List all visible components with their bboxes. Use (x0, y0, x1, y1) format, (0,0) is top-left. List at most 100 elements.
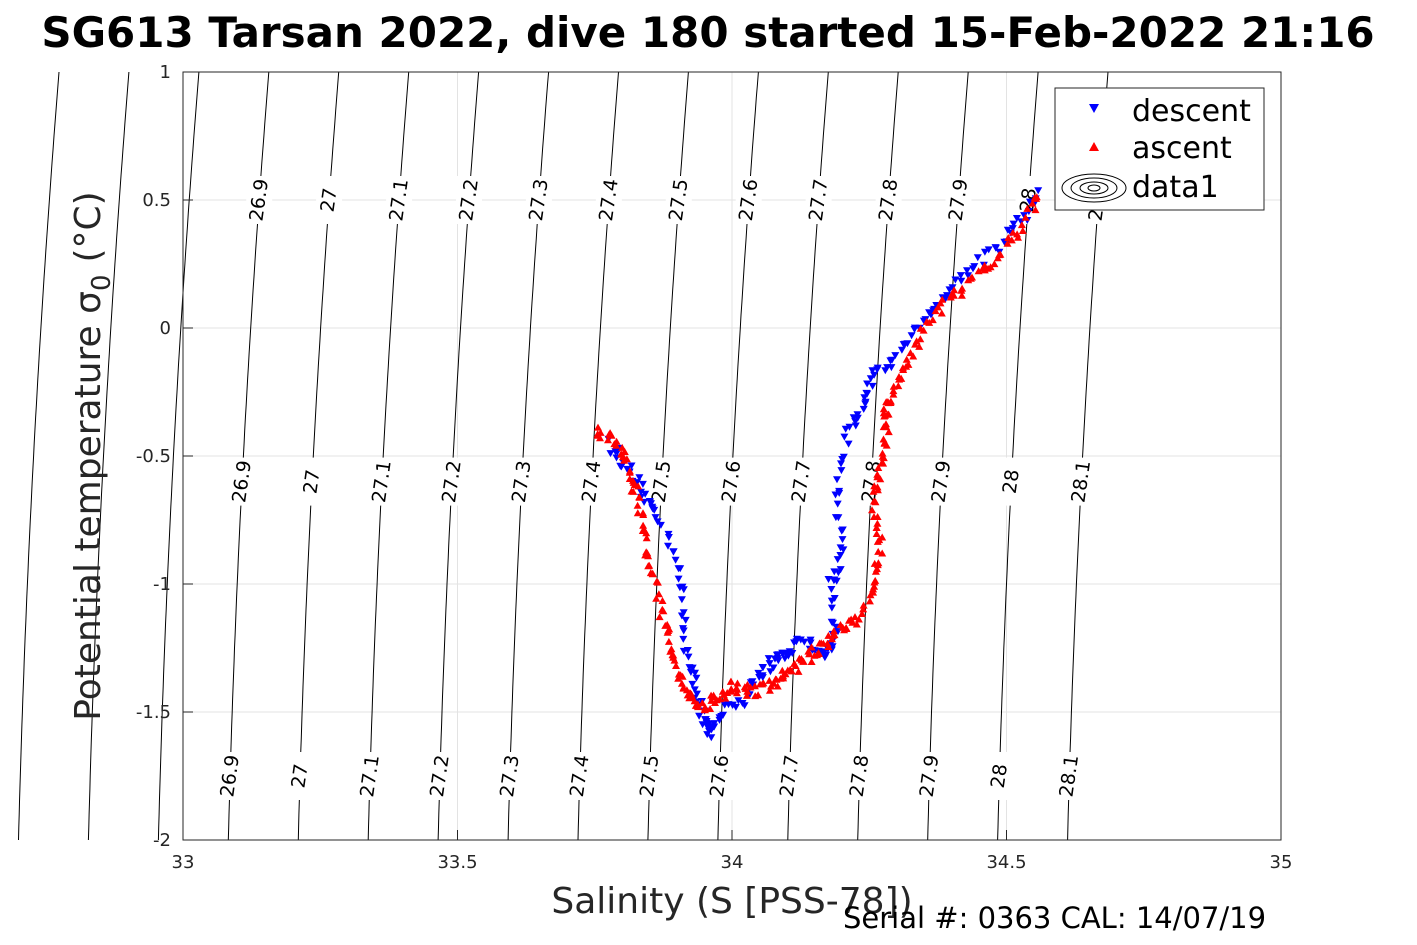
ascent-point (869, 588, 878, 596)
legend: descent ascent data1 (1054, 87, 1265, 211)
ascent-point (817, 639, 826, 647)
ascent-point (870, 482, 879, 490)
descent-point (836, 552, 845, 559)
ascent-point (1017, 221, 1026, 229)
ascent-point (878, 533, 887, 541)
ascent-point (957, 291, 966, 299)
ascent-point (870, 578, 879, 586)
descent-point (734, 697, 743, 705)
ascent-point (874, 464, 883, 471)
descent-point (1008, 225, 1017, 233)
descent-point (827, 618, 836, 626)
isopycnal-label-bg (246, 176, 273, 224)
descent-point (785, 648, 794, 656)
isopycnal-label: 28 (987, 762, 1012, 789)
descent-point (964, 272, 973, 280)
ascent-point (938, 295, 947, 303)
descent-point (836, 544, 845, 552)
isopycnal-label-bg (287, 752, 314, 800)
isopycnal-label-bg (595, 176, 622, 224)
descent-point (991, 244, 1000, 252)
ascent-point (759, 679, 768, 687)
descent-point (943, 292, 951, 300)
descent-point (664, 534, 673, 541)
ascent-point (629, 487, 638, 495)
ascent-point (663, 628, 672, 636)
chart-title: SG613 Tarsan 2022, dive 180 started 15-F… (41, 8, 1374, 57)
descent-point (840, 433, 849, 441)
ascent-point (865, 597, 874, 605)
ascent-point (642, 529, 651, 537)
ascent-series (593, 193, 1041, 714)
descent-point (973, 254, 982, 262)
descent-point (681, 616, 690, 624)
isopycnal-label-bg (217, 752, 244, 800)
ascent-point (858, 610, 866, 617)
isopycnal-label-bg (986, 752, 1013, 800)
isopycnal-label-bg (776, 752, 803, 800)
ascent-point (906, 349, 915, 357)
descent-point (635, 474, 644, 482)
ascent-point (830, 631, 839, 639)
descent-point (951, 276, 960, 284)
descent-point (710, 723, 719, 731)
ascent-point (658, 597, 667, 604)
descent-point (707, 734, 716, 742)
y-axis-label: Potential temperature σ0 (°C) (68, 191, 117, 720)
ascent-point (854, 615, 863, 623)
ascent-point (878, 549, 887, 557)
isopycnal-label-bg (998, 457, 1025, 506)
ascent-point (712, 696, 721, 704)
descent-point (731, 703, 740, 711)
ascent-point (882, 420, 890, 428)
descent-point (853, 414, 862, 422)
legend-contour-icon (1061, 173, 1127, 203)
descent-point (831, 491, 840, 499)
descent-point (844, 440, 853, 448)
descent-point (692, 674, 701, 682)
ascent-point (773, 682, 782, 690)
descent-point (784, 652, 793, 660)
x-tick-label: 35 (1270, 852, 1293, 873)
ascent-point (726, 677, 735, 685)
ascent-point (805, 650, 814, 658)
isopycnal-line (18, 71, 60, 841)
ascent-point (949, 291, 958, 299)
ascent-point (1018, 227, 1027, 234)
y-tick-label: 0.5 (142, 190, 171, 211)
ascent-point (871, 567, 880, 575)
y-axis-label-unit: (°C) (68, 191, 109, 262)
descent-point (769, 664, 778, 672)
descent-point (679, 635, 688, 643)
ascent-point (642, 534, 651, 542)
ascent-point (668, 651, 677, 659)
descent-point (800, 638, 809, 646)
y-tick-label: -0.5 (136, 446, 171, 467)
descent-point (831, 514, 840, 522)
ascent-point (654, 590, 663, 598)
descent-point (833, 500, 842, 508)
descent-point (780, 655, 789, 663)
isopycnal-label-bg (438, 457, 465, 506)
ascent-point (859, 605, 868, 613)
descent-point (863, 380, 872, 388)
isopycnal-contours: 26.926.926.927272727.127.127.127.227.227… (18, 71, 1112, 841)
y-axis-label-subscript: 0 (87, 274, 117, 291)
descent-point (704, 720, 713, 728)
isopycnal-label-bg (846, 752, 873, 800)
descent-point (651, 514, 660, 522)
descent-point (956, 272, 965, 280)
descent-point (606, 450, 615, 458)
ascent-point (790, 659, 799, 667)
isopycnal-line (87, 71, 130, 841)
ascent-point (652, 594, 661, 602)
ascent-point (596, 434, 604, 442)
ascent-point (996, 250, 1005, 258)
descent-point (868, 382, 877, 390)
descent-point (827, 597, 836, 605)
descent-point (948, 284, 957, 292)
ascent-point (904, 360, 913, 368)
y-axis-label-main: Potential temperature σ (68, 291, 109, 721)
descent-point (796, 636, 805, 644)
